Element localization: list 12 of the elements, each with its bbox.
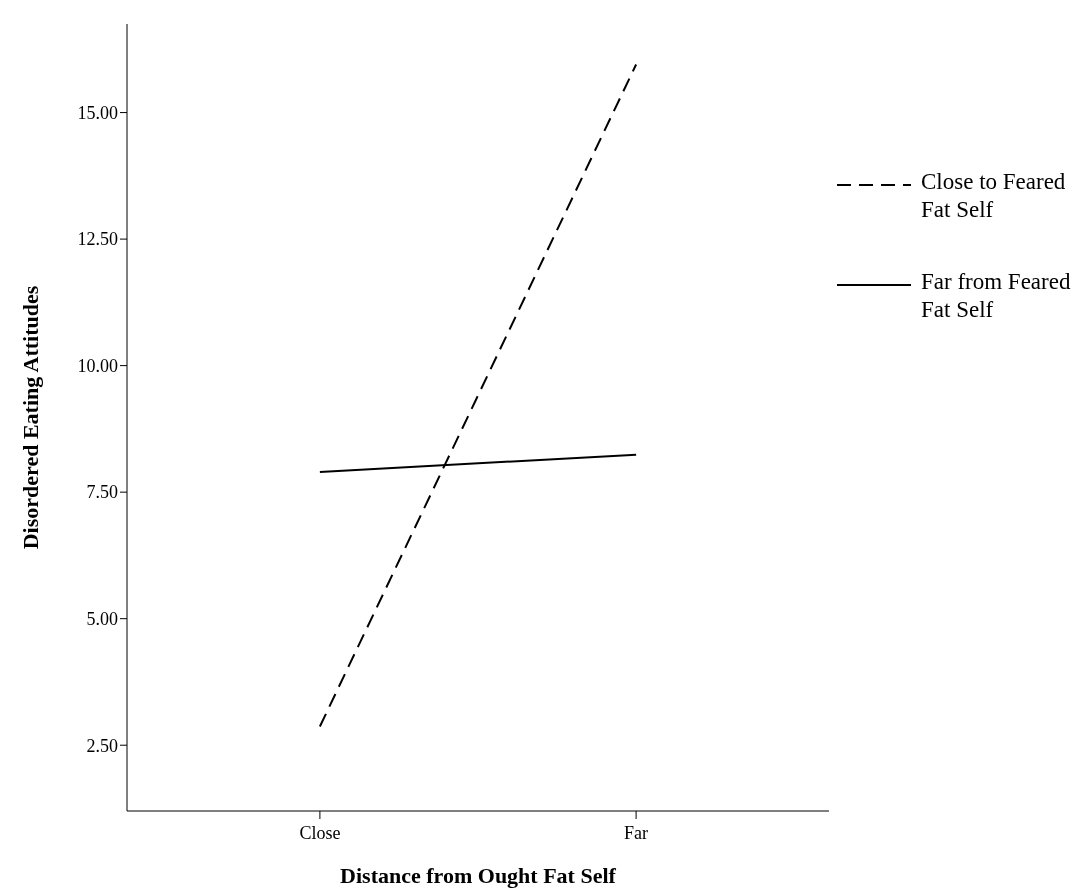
y-tick-label: 5.00 bbox=[86, 608, 118, 629]
x-tick-label: Far bbox=[624, 823, 649, 843]
x-tick-label: Close bbox=[299, 823, 341, 843]
y-tick-label: 15.00 bbox=[77, 102, 118, 123]
y-tick-label: 12.50 bbox=[77, 229, 118, 250]
legend-label: Close to Feared Fat Self bbox=[921, 169, 1066, 222]
x-axis-title: Distance from Ought Fat Self bbox=[340, 863, 617, 888]
y-tick-label: 7.50 bbox=[86, 482, 118, 503]
y-tick-label: 2.50 bbox=[86, 735, 118, 756]
y-tick-label: 10.00 bbox=[77, 355, 118, 376]
legend-label: Far from Feared Fat Self bbox=[921, 269, 1071, 322]
y-axis-title: Disordered Eating Attitudes bbox=[18, 285, 43, 550]
